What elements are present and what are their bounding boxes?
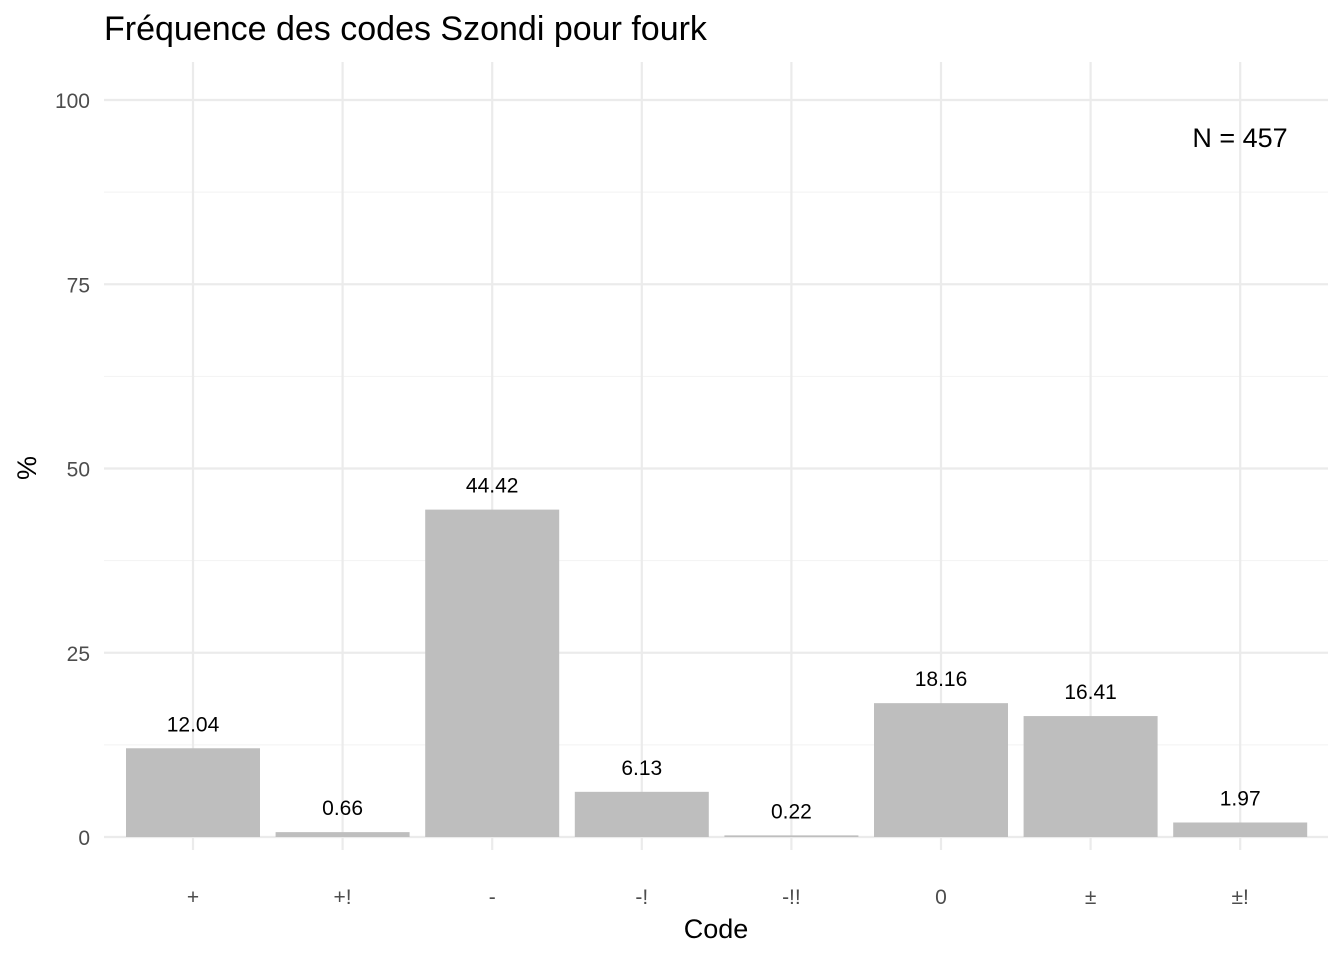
- y-tick-label: 25: [67, 643, 90, 666]
- bar-value-label: 0.66: [322, 797, 363, 820]
- y-tick-label: 100: [55, 90, 90, 113]
- bar-value-label: 1.97: [1220, 787, 1261, 810]
- x-axis-ticks: + +! - -! -!! 0 ± ±!: [187, 886, 1249, 909]
- x-axis-title: Code: [684, 914, 749, 944]
- x-tick-label: 0: [935, 886, 947, 909]
- bar: [874, 703, 1008, 837]
- y-tick-label: 50: [67, 459, 90, 482]
- bar-value-label: 18.16: [915, 668, 968, 691]
- bar: [425, 509, 560, 837]
- grid: [104, 62, 1328, 850]
- bar-value-label: 44.42: [466, 475, 519, 498]
- bar: [574, 791, 709, 837]
- bar: [126, 748, 260, 837]
- y-axis-ticks: 0 25 50 75 100: [55, 90, 90, 850]
- bar: [1023, 716, 1158, 837]
- y-axis-title: %: [12, 456, 42, 480]
- x-tick-label: -: [489, 886, 496, 909]
- sample-size-annotation: N = 457: [1192, 123, 1287, 153]
- bars: [126, 509, 1308, 837]
- bar-value-label: 0.22: [771, 800, 812, 823]
- bar-value-label: 16.41: [1064, 681, 1117, 704]
- chart-title: Fréquence des codes Szondi pour fourk: [104, 10, 708, 48]
- bar-labels: 12.04 0.66 44.42 6.13 0.22 18.16 16.41 1.97: [167, 475, 1261, 824]
- bar-value-label: 12.04: [167, 713, 220, 736]
- x-tick-label: ±!: [1232, 886, 1249, 909]
- x-tick-label: -!: [635, 886, 648, 909]
- bar: [1173, 822, 1308, 837]
- x-tick-label: ±: [1085, 886, 1097, 909]
- x-tick-label: +: [187, 886, 199, 909]
- y-tick-label: 75: [67, 274, 90, 297]
- x-tick-label: +!: [334, 886, 352, 909]
- x-tick-label: -!!: [782, 886, 801, 909]
- bar: [724, 835, 859, 837]
- bar: [275, 832, 410, 837]
- y-tick-label: 0: [78, 827, 90, 850]
- bar-value-label: 6.13: [621, 757, 662, 780]
